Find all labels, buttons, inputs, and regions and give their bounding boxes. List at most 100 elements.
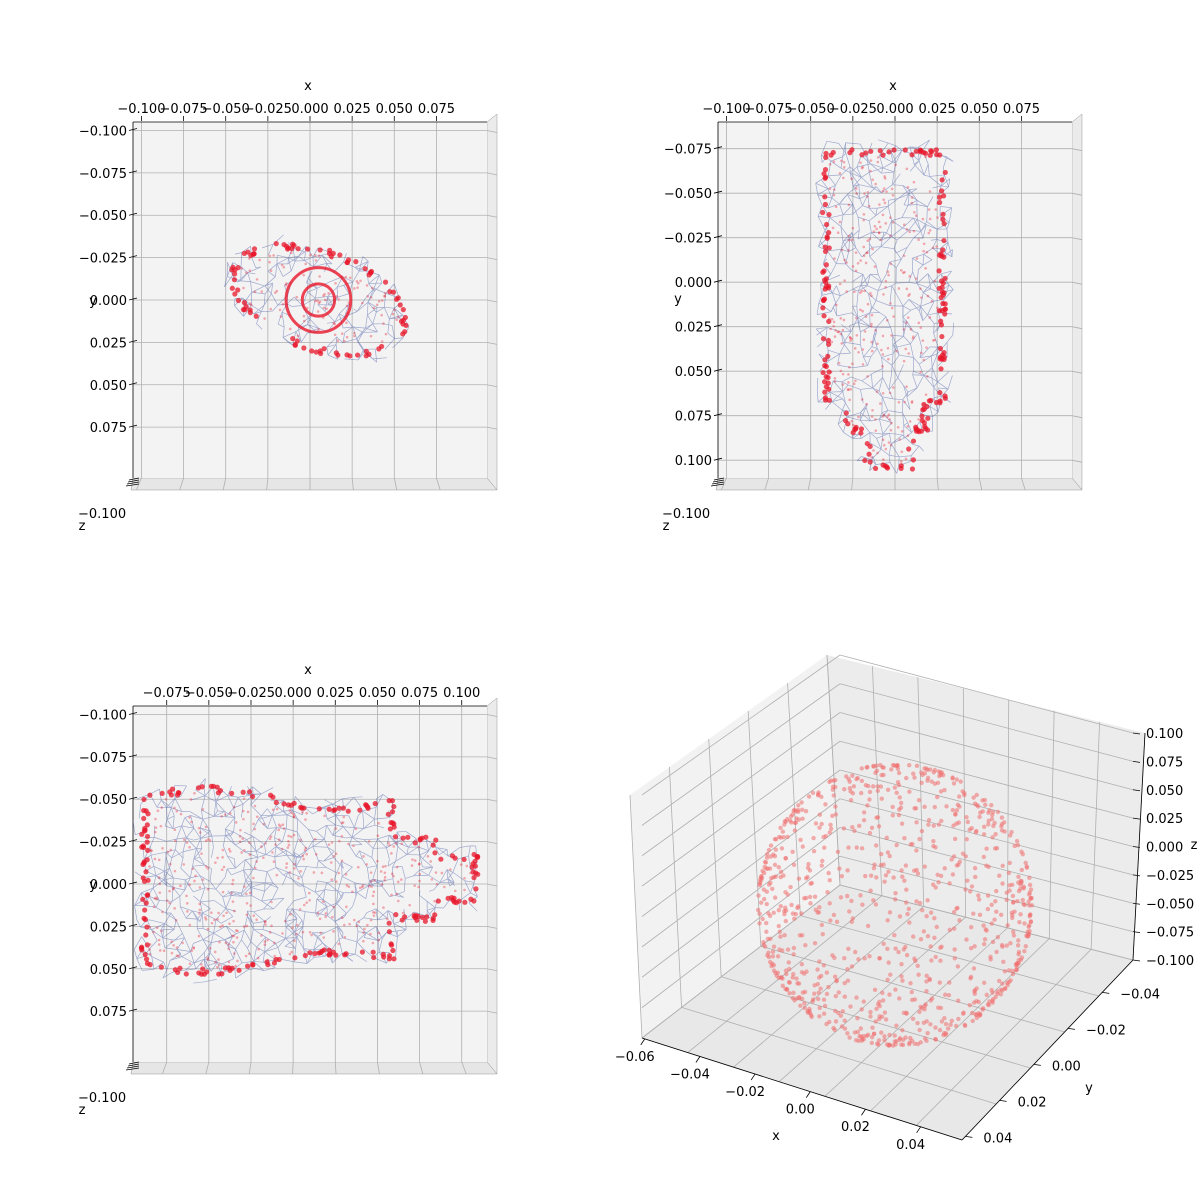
mesh-edge (284, 921, 295, 933)
surface-point (429, 860, 432, 863)
sphere-point (1026, 931, 1032, 937)
mesh-edge (447, 878, 455, 883)
mesh-edge (227, 945, 234, 960)
mesh-edge (285, 931, 295, 939)
grid-line-floor (205, 1061, 210, 1075)
mesh-edge (185, 877, 191, 881)
surface-point (356, 865, 360, 869)
surface-point (321, 900, 325, 903)
subplot-1-ylabel: y (89, 294, 97, 309)
mesh-edge (860, 344, 864, 357)
grid-y-floor (839, 884, 1134, 961)
mesh-edge (180, 785, 187, 797)
surface-point (198, 902, 201, 906)
surface-point (393, 911, 399, 918)
surface-point (322, 936, 326, 939)
mesh-edge (871, 232, 881, 241)
sphere-point (931, 838, 936, 844)
mesh-edge (192, 864, 205, 867)
mesh-edge (367, 301, 378, 308)
sphere-point (899, 868, 904, 873)
sphere-point (868, 873, 874, 878)
surface-point (906, 446, 912, 452)
mesh-edge (368, 879, 374, 886)
mesh-edge (857, 232, 872, 240)
surface-point (841, 328, 845, 332)
sphere-point (998, 992, 1004, 997)
sphere-point (875, 784, 880, 789)
mesh-edge (865, 403, 868, 408)
mesh-edge (335, 824, 344, 828)
mesh-edge (387, 910, 394, 924)
mesh-edge (332, 952, 343, 964)
mesh-edge (889, 261, 897, 268)
sphere-point (957, 859, 963, 864)
mesh-edge (906, 320, 914, 332)
sphere-point (847, 786, 853, 791)
mesh-edge (358, 256, 364, 272)
mesh-edge (856, 166, 862, 178)
surface-point (242, 286, 245, 290)
mesh-edge (356, 301, 369, 312)
sphere-point (882, 879, 887, 884)
grid-x-floor (778, 916, 966, 1083)
sphere-point (851, 784, 857, 789)
surface-point (881, 189, 885, 193)
sphere-point (766, 950, 771, 955)
surface-point (889, 428, 893, 432)
mesh-edge (277, 254, 289, 259)
mesh-edge (888, 375, 892, 391)
surface-point (369, 880, 373, 883)
mesh-edge (912, 374, 924, 376)
surface-point (323, 298, 327, 302)
mesh-edge (284, 946, 296, 949)
surface-point (822, 277, 828, 283)
mesh-edge (871, 368, 883, 375)
surface-point (942, 306, 949, 312)
mesh-edge (163, 879, 168, 887)
mesh-edge (362, 810, 364, 822)
surface-point (826, 318, 832, 325)
surface-point (251, 246, 258, 252)
mesh-edge (933, 381, 938, 388)
mesh-edge (882, 396, 893, 400)
surface-point (913, 210, 916, 214)
mesh-edge (193, 838, 201, 841)
surface-point (168, 792, 174, 798)
surface-point (179, 812, 183, 816)
surface-point (847, 388, 850, 392)
surface-point (334, 852, 338, 856)
mesh-edge (386, 835, 390, 848)
sphere-point (808, 901, 813, 906)
cap-ring (300, 282, 337, 318)
sphere-point (893, 987, 898, 992)
sphere-point (859, 766, 864, 771)
mesh-edge (887, 410, 903, 414)
mesh-edge (852, 288, 859, 292)
mesh-edge (324, 926, 338, 934)
mesh-edge (190, 875, 201, 879)
mesh-edge (871, 449, 882, 460)
mesh-edge (282, 337, 289, 343)
sphere-point (762, 944, 768, 949)
mesh-edge (378, 932, 387, 941)
surface-point (361, 301, 364, 305)
surface-point (249, 904, 252, 907)
mesh-edge (313, 263, 327, 267)
mesh-edge (316, 889, 326, 900)
mesh-edge (849, 325, 852, 332)
mesh-edge (940, 178, 951, 187)
mesh-edge (307, 291, 316, 299)
mesh-edge (351, 827, 355, 838)
mesh-edge (401, 839, 409, 848)
surface-point (246, 810, 250, 814)
mesh-edge (315, 912, 328, 916)
grid-z-left (641, 712, 841, 857)
surface-point (828, 187, 832, 191)
mesh-edge (377, 838, 387, 849)
mesh-edge (315, 296, 328, 299)
surface-point (141, 878, 148, 884)
surface-point (362, 855, 365, 858)
surface-point (305, 811, 308, 815)
surface-point (887, 273, 890, 277)
